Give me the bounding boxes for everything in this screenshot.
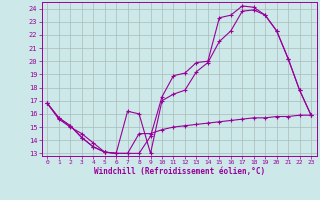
X-axis label: Windchill (Refroidissement éolien,°C): Windchill (Refroidissement éolien,°C) (94, 167, 265, 176)
